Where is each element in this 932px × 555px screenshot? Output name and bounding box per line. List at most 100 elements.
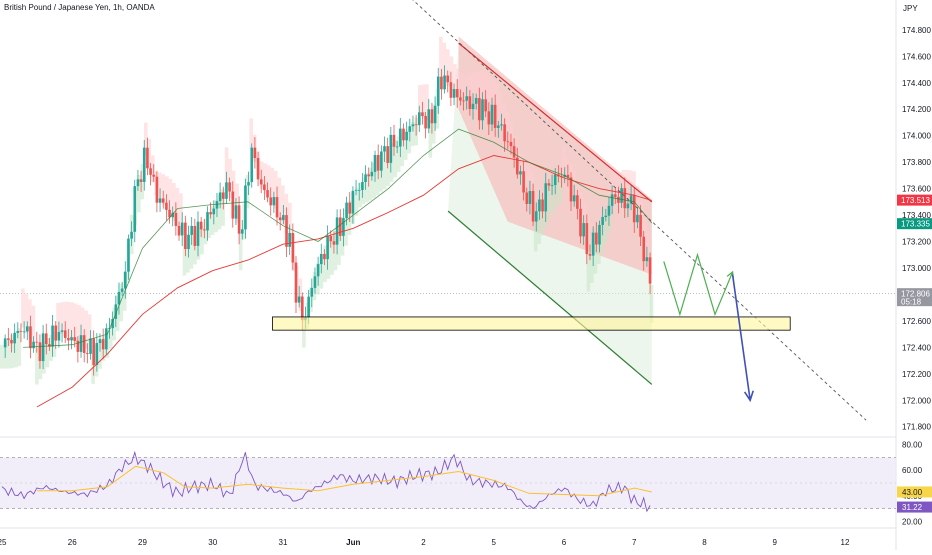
cloud-bar: [52, 331, 57, 358]
cloud-bar: [344, 209, 348, 246]
cloud-bar: [375, 157, 380, 196]
cloud-bar: [288, 202, 292, 242]
candle-body: [212, 208, 216, 215]
candle-body: [364, 174, 367, 183]
cloud-bar: [45, 338, 50, 368]
candle-body: [10, 339, 13, 344]
candle-body: [399, 128, 402, 147]
cloud-bar: [432, 104, 436, 144]
cloud-bar: [590, 243, 594, 283]
candle-body: [41, 333, 45, 362]
cloud-bar: [330, 235, 334, 275]
candle-body: [481, 99, 484, 121]
slow-ma-line: [36, 155, 652, 408]
candle-body: [553, 174, 557, 186]
candle-body: [171, 212, 175, 218]
cloud-bar: [277, 177, 282, 217]
candle-body: [101, 339, 105, 350]
candle-body: [244, 185, 247, 230]
candle-body: [326, 235, 329, 260]
cloud-bar: [597, 225, 601, 264]
projection-arrowhead: [743, 390, 754, 403]
candle-body: [433, 105, 437, 124]
cloud-bar: [49, 335, 53, 361]
candle-body: [503, 124, 506, 142]
candle-body: [601, 217, 604, 225]
cloud-bar: [189, 232, 194, 269]
cloud-bar: [151, 155, 155, 183]
candle-body: [598, 224, 601, 245]
candle-body: [490, 104, 494, 125]
cloud-bar: [600, 217, 605, 254]
cloud-bar: [84, 310, 88, 349]
candle-body: [430, 109, 434, 124]
candle-body: [82, 335, 86, 353]
price-tick-label: 174.400: [902, 79, 931, 88]
candle-body: [626, 203, 630, 209]
candle-body: [462, 100, 465, 102]
cloud-bar: [505, 111, 510, 143]
candle-body: [411, 124, 415, 127]
cloud-bar: [66, 301, 71, 339]
candle-body: [515, 157, 519, 175]
cloud-bar: [410, 122, 415, 147]
candle-body: [389, 134, 393, 163]
cloud-bar: [77, 305, 81, 345]
candle-body: [468, 96, 472, 110]
candle-body: [297, 296, 301, 303]
candle-body: [86, 352, 89, 354]
candle-body: [16, 330, 20, 333]
candle-body: [25, 326, 29, 332]
cloud-bar: [393, 139, 397, 178]
time-tick-label: 31: [279, 538, 288, 547]
cloud-bar: [309, 287, 313, 313]
candle-body: [465, 96, 469, 101]
cloud-bar: [442, 42, 447, 82]
candle-body: [345, 202, 348, 219]
candle-body: [44, 333, 48, 345]
candle-body: [566, 174, 570, 178]
candle-body: [376, 154, 380, 171]
cloud-bar: [537, 204, 542, 244]
cloud-bar: [238, 232, 243, 271]
cloud-bar: [586, 252, 591, 292]
axes-layer: 174.800 174.600 174.400 174.200 174.000 173.8…: [0, 26, 932, 547]
cloud-bar: [421, 84, 426, 119]
price-badge: [897, 194, 932, 206]
candle-body: [338, 217, 342, 236]
candle-body: [440, 76, 443, 90]
candle-body: [455, 89, 459, 98]
cloud-bar: [604, 209, 608, 244]
cloud-bar: [484, 73, 489, 113]
cloud-bar: [31, 305, 36, 345]
candle-body: [57, 331, 61, 341]
cloud-bar: [519, 153, 524, 184]
candle-body: [313, 276, 317, 288]
cloud-bar: [207, 212, 211, 239]
cloud-bar: [326, 240, 331, 279]
cloud-bar: [203, 219, 208, 245]
candle-body: [332, 241, 336, 245]
cloud-bar: [214, 200, 218, 233]
price-tick-label: 172.400: [902, 343, 931, 352]
cloud-bar: [281, 185, 285, 225]
cloud-bar: [646, 233, 650, 273]
candle-body: [114, 304, 118, 319]
cloud-bar: [259, 161, 264, 189]
candle-body: [591, 232, 595, 256]
candle-body: [79, 335, 83, 352]
candle-body: [231, 191, 235, 219]
candle-body: [29, 326, 32, 349]
cloud-bar: [24, 293, 29, 334]
candle-body: [253, 147, 257, 159]
candle-body: [316, 264, 320, 277]
cloud-bar: [354, 187, 359, 216]
candle-body: [32, 341, 35, 349]
cloud-bar: [583, 203, 587, 242]
candle-body: [187, 234, 190, 250]
cloud-bar: [460, 73, 464, 100]
price-badge-countdown: 05:18: [901, 298, 922, 307]
cloud-bar: [200, 225, 204, 255]
candle-body: [130, 231, 133, 239]
